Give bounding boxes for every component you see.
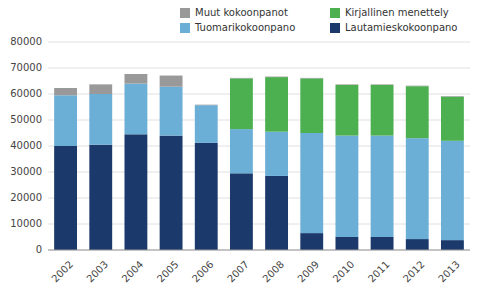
y-tick-label: 30000	[10, 166, 42, 177]
bar-segment	[230, 173, 253, 250]
legend-item: Kirjallinen menettely	[330, 7, 449, 18]
x-tick-labels: 2002 2003 2004 2005 2006 2007 2008 2009 2010 2011…	[49, 259, 462, 285]
bar-segment	[441, 97, 464, 141]
x-axis-line	[48, 250, 470, 251]
legend: Muut kokoonpanot Kirjallinen menettely Tuo…	[180, 7, 457, 33]
x-tick-label: 2011	[366, 259, 392, 285]
bar-segment	[406, 85, 429, 87]
x-tick-label: 2008	[260, 259, 286, 285]
legend-item: Muut kokoonpanot	[180, 7, 288, 18]
bar-segment	[89, 145, 112, 250]
x-tick-label: 2003	[84, 259, 110, 285]
bar-segment	[230, 77, 253, 79]
legend-swatch	[180, 23, 190, 33]
bar-segment	[195, 105, 218, 106]
bar-segment	[441, 96, 464, 98]
bar-segment	[124, 74, 147, 84]
y-tick-label: 20000	[10, 192, 42, 203]
bar-segment	[89, 84, 112, 94]
chart-container: 0 10000 20000 30000 40000 50000 60000 70000 8000…	[0, 0, 482, 290]
y-tick-label: 40000	[10, 140, 42, 151]
grid-line	[48, 250, 470, 251]
bar-segment	[406, 138, 429, 239]
legend-item: Lautamieskokoonpano	[330, 22, 457, 33]
legend-label: Tuomarikokoonpano	[194, 22, 295, 33]
grid-line	[48, 42, 470, 43]
bar-segment	[230, 129, 253, 173]
bar-segment	[195, 143, 218, 250]
bar-segment	[406, 86, 429, 138]
bar-segment	[265, 176, 288, 250]
bar-segment	[160, 87, 183, 136]
bar-segment	[89, 94, 112, 145]
grid-line	[48, 68, 470, 69]
bar-segment	[265, 77, 288, 132]
x-tick-label: 2004	[120, 259, 146, 285]
bar-segment	[265, 76, 288, 78]
x-tick-label: 2012	[401, 259, 427, 285]
legend-swatch	[180, 8, 190, 18]
chart-svg: 0 10000 20000 30000 40000 50000 60000 70000 8000…	[0, 0, 482, 290]
y-tick-label: 80000	[10, 36, 42, 47]
bar-series	[54, 74, 464, 105]
bar-series	[54, 134, 464, 250]
x-tick-label: 2013	[436, 259, 462, 285]
bar-series	[230, 77, 464, 141]
bar-segment	[371, 237, 394, 250]
bar-segment	[335, 84, 358, 86]
y-tick-label: 70000	[10, 62, 42, 73]
bar-segment	[441, 141, 464, 240]
bar-segment	[195, 104, 218, 106]
bar-segment	[195, 105, 218, 143]
bar-segment	[265, 132, 288, 176]
y-tick-label: 60000	[10, 88, 42, 99]
bar-segment	[300, 77, 323, 79]
bar-segment	[300, 133, 323, 233]
bar-segment	[300, 78, 323, 133]
bar-segment	[160, 136, 183, 250]
bar-segment	[335, 85, 358, 136]
legend-swatch	[330, 23, 340, 33]
bar-segment	[54, 88, 77, 95]
bar-segment	[54, 95, 77, 146]
bar-segment	[441, 240, 464, 250]
bar-segment	[335, 237, 358, 250]
y-tick-labels: 0 10000 20000 30000 40000 50000 60000 70000 8000…	[10, 36, 42, 255]
y-tick-label: 50000	[10, 114, 42, 125]
y-tick-label: 0	[36, 244, 42, 255]
x-tick-label: 2009	[295, 259, 321, 285]
x-tick-label: 2006	[190, 259, 216, 285]
x-tick-label: 2007	[225, 259, 251, 285]
bar-segment	[335, 136, 358, 237]
legend-label: Lautamieskokoonpano	[345, 22, 457, 33]
x-tick-label: 2010	[331, 259, 357, 285]
legend-item: Tuomarikokoonpano	[180, 22, 295, 33]
bar-segment	[300, 233, 323, 250]
legend-label: Muut kokoonpanot	[195, 7, 288, 18]
x-tick-label: 2002	[49, 259, 75, 285]
bars	[54, 74, 464, 250]
bar-segment	[371, 85, 394, 136]
bar-segment	[371, 136, 394, 237]
bar-segment	[371, 84, 394, 86]
bar-segment	[124, 84, 147, 135]
bar-segment	[406, 239, 429, 250]
legend-label: Kirjallinen menettely	[345, 7, 449, 18]
x-tick-label: 2005	[155, 259, 181, 285]
bar-segment	[124, 134, 147, 250]
y-grid	[48, 42, 470, 250]
legend-swatch	[330, 8, 340, 18]
y-tick-label: 10000	[10, 218, 42, 229]
bar-series	[54, 84, 464, 241]
bar-segment	[230, 78, 253, 129]
bar-segment	[54, 146, 77, 250]
bar-segment	[160, 76, 183, 87]
